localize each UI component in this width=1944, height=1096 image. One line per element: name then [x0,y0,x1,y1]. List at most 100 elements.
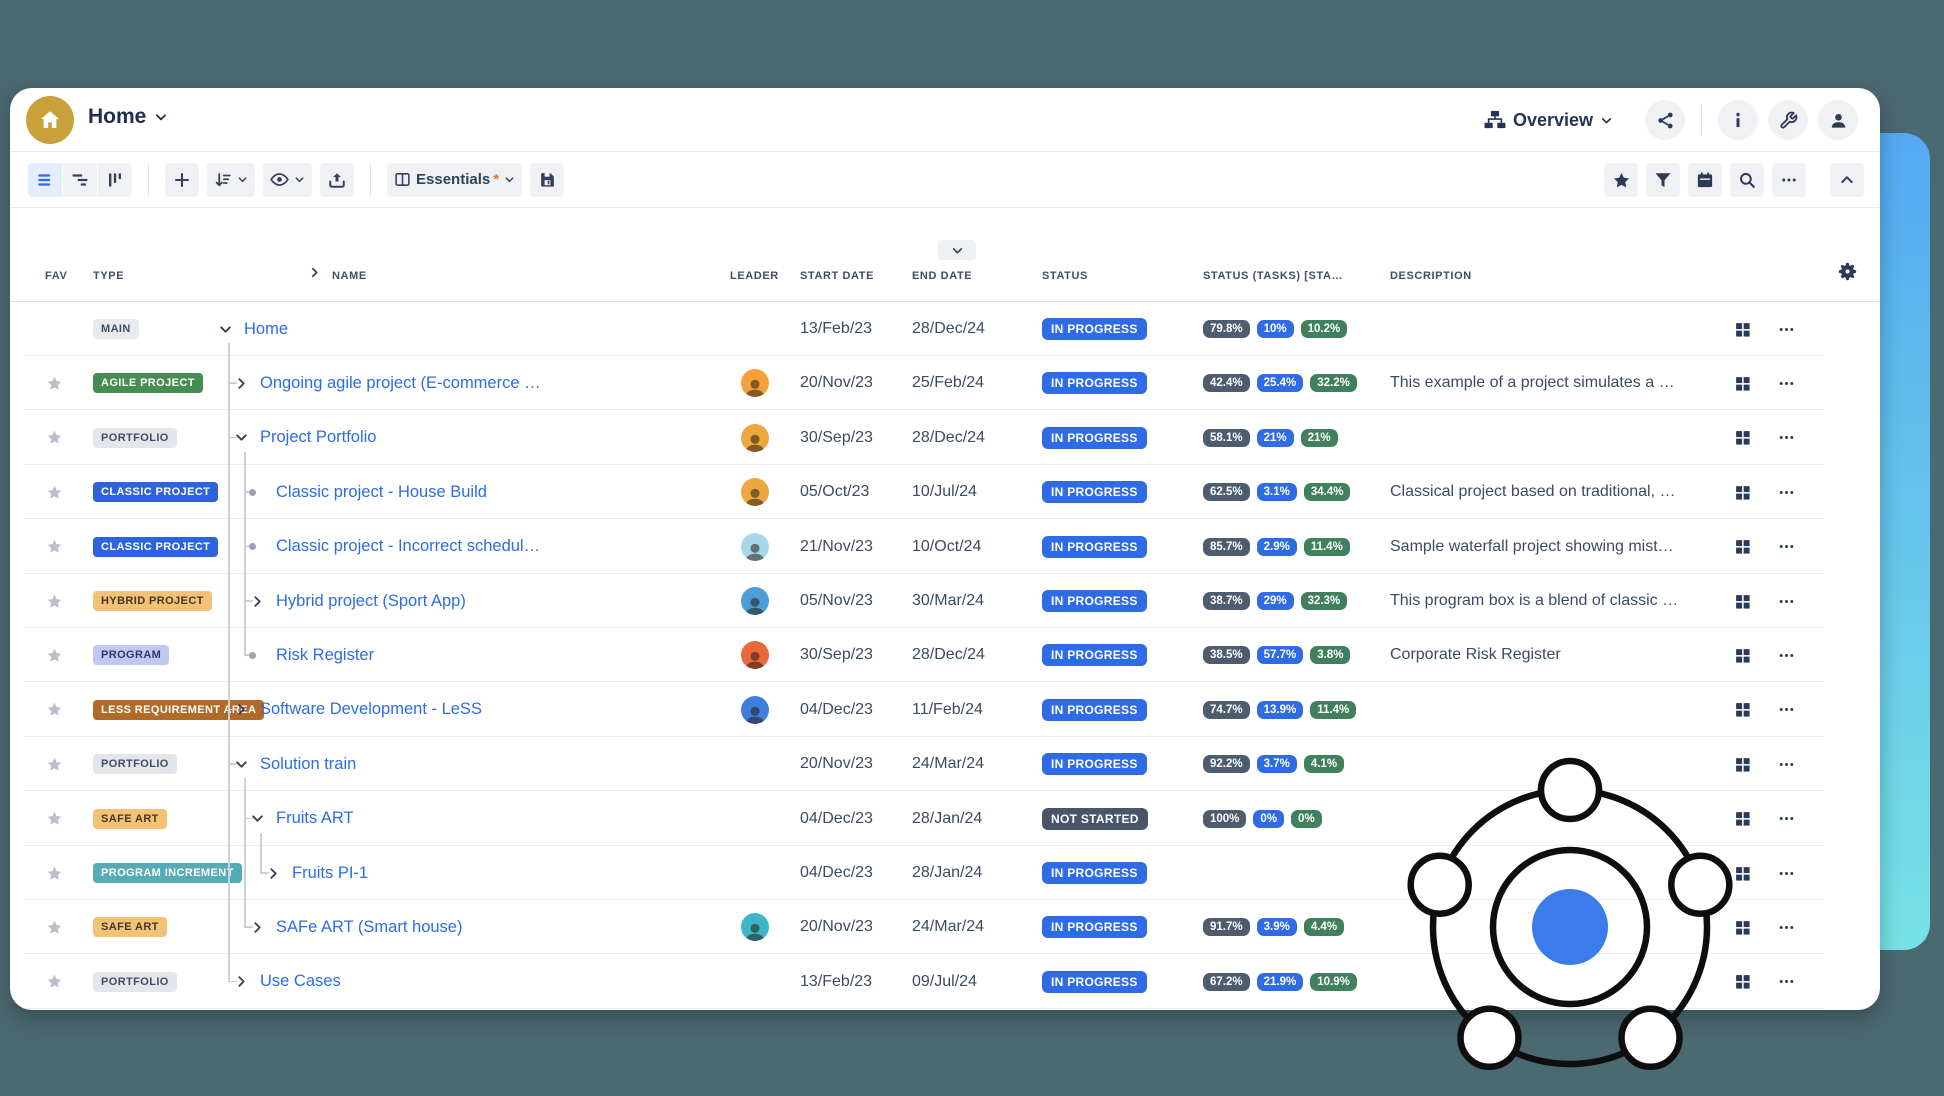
column-settings-button[interactable] [1838,262,1857,286]
row-expander[interactable] [249,792,265,846]
col-type[interactable]: TYPE [93,270,125,282]
row-name-link[interactable]: Project Portfolio [260,428,377,447]
overview-dropdown[interactable]: Overview [1484,110,1613,131]
favorite-star-toggle[interactable] [46,737,66,791]
sort-button[interactable] [207,162,255,197]
favorite-star-toggle[interactable] [46,465,66,519]
row-expander[interactable] [233,955,249,1009]
row-name-link[interactable]: Fruits PI-1 [292,863,369,882]
row-expander[interactable] [217,302,233,356]
col-name[interactable]: NAME [332,270,367,282]
row-name-link[interactable]: Ongoing agile project (E-commerce … [260,373,541,392]
divider [1701,105,1702,135]
row-apps-button[interactable] [1734,465,1756,519]
row-apps-button[interactable] [1734,792,1756,846]
row-menu-button[interactable] [1772,683,1800,737]
row-name-link[interactable]: Solution train [260,754,357,773]
row-menu-button[interactable] [1772,737,1800,791]
board-view-button[interactable] [98,162,132,197]
row-apps-button[interactable] [1734,302,1756,356]
row-expander[interactable] [265,846,281,900]
row-apps-button[interactable] [1734,520,1756,574]
row-apps-button[interactable] [1734,411,1756,465]
favorite-star-toggle[interactable] [46,846,66,900]
row-expander[interactable] [233,737,249,791]
row-name-link[interactable]: Fruits ART [276,809,354,828]
favorite-star-toggle[interactable] [46,792,66,846]
type-badge: SAFE ART [93,808,167,829]
favorite-star-toggle[interactable] [46,900,66,954]
row-menu-button[interactable] [1772,302,1800,356]
share-button[interactable] [1645,100,1685,140]
row-expander[interactable] [249,900,265,954]
row-name-link[interactable]: Classic project - House Build [276,482,487,501]
list-view-button[interactable] [28,162,62,197]
filter-button[interactable] [1646,163,1680,197]
search-button[interactable] [1730,163,1764,197]
favorite-star-toggle[interactable] [46,574,66,628]
favorite-star-toggle[interactable] [46,411,66,465]
row-expander[interactable] [233,683,249,737]
gantt-view-button[interactable] [63,162,97,197]
admin-button[interactable] [1768,100,1808,140]
collapse-header-button[interactable] [938,240,976,260]
row-apps-button[interactable] [1734,356,1756,410]
visibility-button[interactable] [263,162,312,197]
col-leader[interactable]: LEADER [730,270,779,282]
row-expander[interactable] [233,356,249,410]
row-apps-button[interactable] [1734,737,1756,791]
row-menu-button[interactable] [1772,846,1800,900]
col-end-date[interactable]: END DATE [912,270,973,282]
row-expander[interactable] [233,411,249,465]
unsaved-marker: * [493,171,500,188]
favorite-star-toggle[interactable] [46,628,66,682]
calendar-button[interactable] [1688,163,1722,197]
row-menu-icon [1779,925,1793,929]
row-menu-button[interactable] [1772,900,1800,954]
row-name-link[interactable]: Software Development - LeSS [260,700,482,719]
row-name-link[interactable]: SAFe ART (Smart house) [276,917,463,936]
row-menu-button[interactable] [1772,356,1800,410]
add-button[interactable] [165,162,199,197]
favorite-star-toggle[interactable] [46,356,66,410]
favorites-button[interactable] [1604,163,1638,197]
row-name-link[interactable]: Risk Register [276,645,375,664]
row-menu-button[interactable] [1772,520,1800,574]
save-view-button[interactable] [530,162,565,197]
row-name-link[interactable]: Classic project - Incorrect schedul… [276,537,541,556]
row-apps-button[interactable] [1734,900,1756,954]
col-status[interactable]: STATUS [1042,270,1088,282]
col-start-date[interactable]: START DATE [800,270,875,282]
row-apps-button[interactable] [1734,846,1756,900]
row-apps-button[interactable] [1734,683,1756,737]
row-apps-button[interactable] [1734,628,1756,682]
row-name-link[interactable]: Use Cases [260,972,341,991]
profile-button[interactable] [1818,100,1858,140]
col-fav[interactable]: FAV [45,270,68,282]
row-menu-button[interactable] [1772,574,1800,628]
collapse-all-icon[interactable] [308,266,321,284]
more-tools-button[interactable] [1772,163,1806,197]
collapse-toolbar-button[interactable] [1830,163,1864,197]
info-button[interactable] [1718,100,1758,140]
export-button[interactable] [320,162,354,197]
favorite-star-toggle[interactable] [46,520,66,574]
favorite-star-toggle[interactable] [46,683,66,737]
col-description[interactable]: DESCRIPTION [1390,270,1472,282]
row-menu-button[interactable] [1772,955,1800,1009]
col-status-tasks[interactable]: STATUS (TASKS) [STA… [1203,270,1344,282]
row-name-link[interactable]: Hybrid project (Sport App) [276,591,466,610]
favorite-star-toggle[interactable] [46,955,66,1009]
row-menu-button[interactable] [1772,792,1800,846]
row-menu-button[interactable] [1772,411,1800,465]
row-apps-button[interactable] [1734,955,1756,1009]
row-apps-button[interactable] [1734,574,1756,628]
box-title-dropdown[interactable]: Home [88,105,168,129]
row-name-link[interactable]: Home [244,319,289,338]
row-menu-button[interactable] [1772,628,1800,682]
home-logo[interactable] [26,96,74,144]
row-expander[interactable] [249,574,265,628]
wrench-icon [1779,111,1797,129]
column-views-dropdown[interactable]: Essentials * [387,162,523,197]
row-menu-button[interactable] [1772,465,1800,519]
